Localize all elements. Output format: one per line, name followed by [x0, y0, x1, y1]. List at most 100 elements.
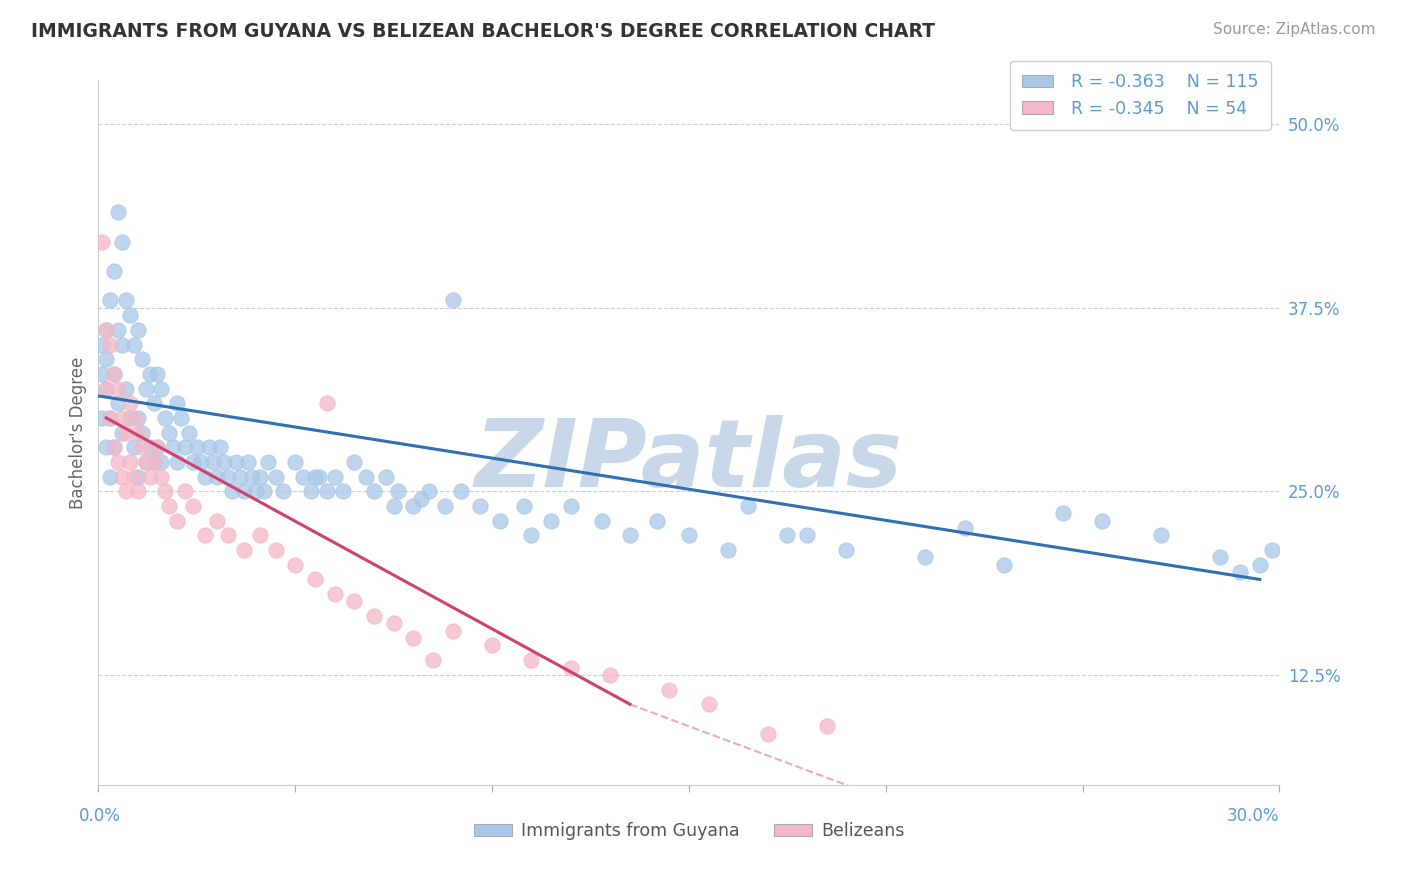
Point [107, 382, 129, 396]
Point [520, 653, 543, 667]
Point [150, 455, 173, 469]
Point [96, 352, 118, 367]
Point [363, 609, 385, 624]
Point [245, 484, 267, 499]
Point [512, 499, 534, 513]
Point [1091, 514, 1114, 528]
Point [103, 440, 125, 454]
Point [138, 469, 160, 483]
Point [96, 382, 118, 396]
Point [170, 411, 193, 425]
Point [697, 697, 720, 711]
Point [111, 235, 134, 249]
Point [146, 440, 169, 454]
Point [323, 469, 346, 483]
Point [249, 528, 271, 542]
Point [118, 396, 141, 410]
Point [103, 367, 125, 381]
Point [560, 660, 582, 674]
Point [304, 469, 326, 483]
Point [1150, 528, 1173, 542]
Point [205, 514, 228, 528]
Point [166, 396, 188, 410]
Point [111, 337, 134, 351]
Point [308, 469, 330, 483]
Point [402, 499, 425, 513]
Point [284, 455, 307, 469]
Text: IMMIGRANTS FROM GUYANA VS BELIZEAN BACHELOR'S DEGREE CORRELATION CHART: IMMIGRANTS FROM GUYANA VS BELIZEAN BACHE… [31, 22, 935, 41]
Point [155, 484, 177, 499]
Point [591, 514, 613, 528]
Point [402, 631, 425, 645]
Point [815, 719, 838, 733]
Point [756, 726, 779, 740]
Point [118, 411, 141, 425]
Point [103, 440, 125, 454]
Point [96, 382, 118, 396]
Point [209, 440, 232, 454]
Text: ZIPatlas: ZIPatlas [475, 415, 903, 507]
Point [481, 639, 503, 653]
Point [441, 624, 464, 638]
Point [194, 469, 217, 483]
Point [181, 455, 204, 469]
Point [273, 484, 295, 499]
Point [382, 616, 405, 631]
Point [619, 528, 641, 542]
Point [387, 484, 409, 499]
Point [122, 411, 145, 425]
Point [138, 367, 160, 381]
Point [1249, 558, 1271, 572]
Point [131, 352, 153, 367]
Point [256, 455, 278, 469]
Point [91, 337, 114, 351]
Point [993, 558, 1015, 572]
Point [111, 425, 134, 440]
Point [233, 484, 256, 499]
Text: 0.0%: 0.0% [79, 807, 121, 825]
Point [299, 484, 322, 499]
Point [441, 293, 464, 308]
Point [155, 411, 177, 425]
Point [658, 682, 681, 697]
Point [91, 367, 114, 381]
Point [157, 499, 180, 513]
Point [796, 528, 818, 542]
Point [1052, 507, 1074, 521]
Point [914, 550, 936, 565]
Point [166, 514, 188, 528]
Point [150, 382, 173, 396]
Point [264, 543, 287, 558]
Point [122, 337, 145, 351]
Point [131, 440, 153, 454]
Point [599, 668, 621, 682]
Point [135, 382, 157, 396]
Point [142, 396, 165, 410]
Point [162, 440, 184, 454]
Point [214, 455, 236, 469]
Point [1209, 550, 1232, 565]
Point [150, 469, 173, 483]
Point [776, 528, 799, 542]
Point [315, 484, 337, 499]
Point [422, 653, 444, 667]
Point [450, 484, 472, 499]
Point [107, 205, 129, 219]
Point [115, 425, 138, 440]
Point [201, 455, 224, 469]
Point [205, 469, 228, 483]
Point [138, 440, 160, 454]
Point [103, 367, 125, 381]
Point [142, 455, 165, 469]
Point [678, 528, 700, 542]
Point [107, 323, 129, 337]
Point [229, 469, 252, 483]
Point [98, 411, 121, 425]
Point [135, 455, 157, 469]
Point [190, 455, 212, 469]
Point [217, 528, 239, 542]
Point [107, 455, 129, 469]
Point [520, 528, 543, 542]
Point [98, 293, 121, 308]
Point [284, 558, 307, 572]
